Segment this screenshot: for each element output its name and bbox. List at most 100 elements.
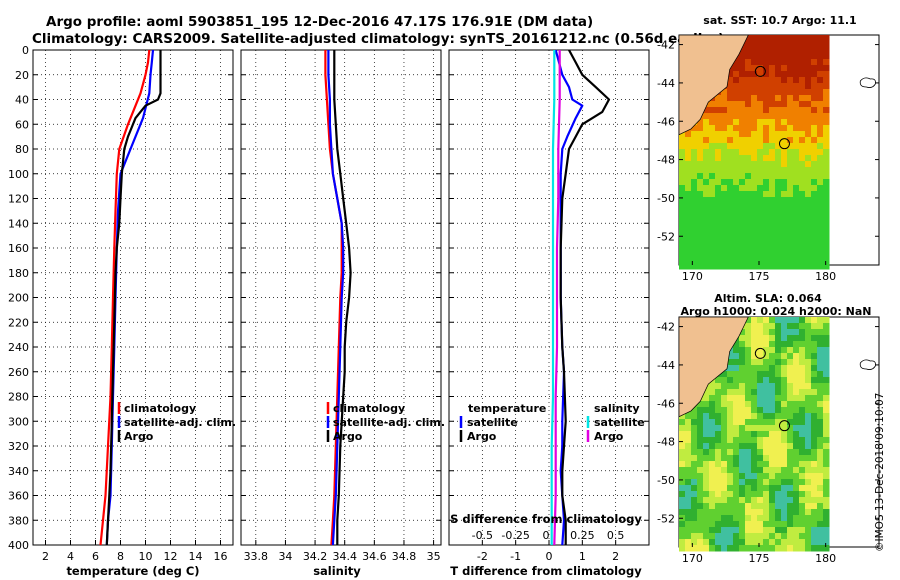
map-cell (811, 131, 818, 138)
map-cell (733, 449, 740, 456)
map-cell (775, 77, 782, 84)
map-cell (727, 545, 734, 552)
map-cell (781, 173, 788, 180)
map-cell (775, 119, 782, 126)
map-cell (769, 155, 776, 162)
map-cell (793, 185, 800, 192)
map-cell (745, 59, 752, 66)
map-cell (733, 233, 740, 240)
map-cell (745, 359, 752, 366)
map-cell (733, 125, 740, 132)
map-cell (775, 53, 782, 60)
map-cell (763, 335, 770, 342)
map-cell (811, 503, 818, 510)
map-cell (703, 467, 710, 474)
map-cell (817, 113, 824, 120)
map-cell (823, 359, 830, 366)
map-cell (715, 515, 722, 522)
map-cell (703, 251, 710, 258)
map-cell (769, 161, 776, 168)
map-cell (757, 401, 764, 408)
legend-satellite-adj: satellite-adj. clim. (124, 416, 236, 429)
map-cell (811, 191, 818, 198)
map-cell (739, 257, 746, 264)
map-cell (787, 83, 794, 90)
map-cell (799, 413, 806, 420)
map-cell (763, 533, 770, 540)
map-cell (769, 185, 776, 192)
map-cell (733, 479, 740, 486)
map-cell (733, 503, 740, 510)
map-cell (703, 419, 710, 426)
map-cell (757, 53, 764, 60)
map-cell (781, 143, 788, 150)
map-cell (811, 449, 818, 456)
map-cell (817, 95, 824, 102)
map-cell (757, 233, 764, 240)
map-cell (751, 515, 758, 522)
map-cell (685, 431, 692, 438)
map-cell (679, 461, 686, 468)
map-cell (805, 83, 812, 90)
map-cell (823, 215, 830, 222)
map-cell (697, 467, 704, 474)
map-cell (787, 143, 794, 150)
map-cell (817, 425, 824, 432)
map-cell (787, 35, 794, 42)
map-cell (769, 407, 776, 414)
map-cell (691, 485, 698, 492)
map-cell (715, 461, 722, 468)
map-cell (739, 527, 746, 534)
map-cell (799, 233, 806, 240)
map-cell (715, 545, 722, 552)
map-cell (781, 539, 788, 546)
map-cell (793, 401, 800, 408)
map-cell (733, 197, 740, 204)
map-cell (757, 107, 764, 114)
map-cell (787, 227, 794, 234)
map-cell (805, 389, 812, 396)
map-cell (793, 431, 800, 438)
map-cell (721, 89, 728, 96)
map-cell (751, 95, 758, 102)
map-cell (745, 257, 752, 264)
map-cell (751, 71, 758, 78)
map-cell (757, 377, 764, 384)
map-cell (769, 539, 776, 546)
map-cell (721, 185, 728, 192)
map-cell (691, 479, 698, 486)
map-cell (733, 227, 740, 234)
map-cell (727, 77, 734, 84)
map-cell (769, 341, 776, 348)
map-x-tick-label: 170 (682, 552, 703, 565)
map-cell (715, 455, 722, 462)
map-cell (763, 515, 770, 522)
map-cell (685, 245, 692, 252)
map-cell (727, 155, 734, 162)
map-cell (745, 395, 752, 402)
map-cell (751, 323, 758, 330)
map-cell (691, 533, 698, 540)
map-cell (781, 161, 788, 168)
map-cell (817, 251, 824, 258)
map-cell (691, 233, 698, 240)
map-cell (781, 35, 788, 42)
map-cell (721, 101, 728, 108)
map-cell (703, 203, 710, 210)
map-cell (751, 77, 758, 84)
map-cell (733, 89, 740, 96)
map-cell (775, 245, 782, 252)
map-cell (697, 431, 704, 438)
map-cell (691, 167, 698, 174)
map-cell (727, 485, 734, 492)
map-cell (799, 173, 806, 180)
series-line-s-argo (553, 50, 561, 546)
map-cell (817, 545, 824, 552)
map-cell (805, 545, 812, 552)
map-cell (823, 353, 830, 360)
map-cell (745, 221, 752, 228)
map-cell (811, 125, 818, 132)
map-cell (811, 419, 818, 426)
map-cell (805, 215, 812, 222)
map-cell (739, 341, 746, 348)
